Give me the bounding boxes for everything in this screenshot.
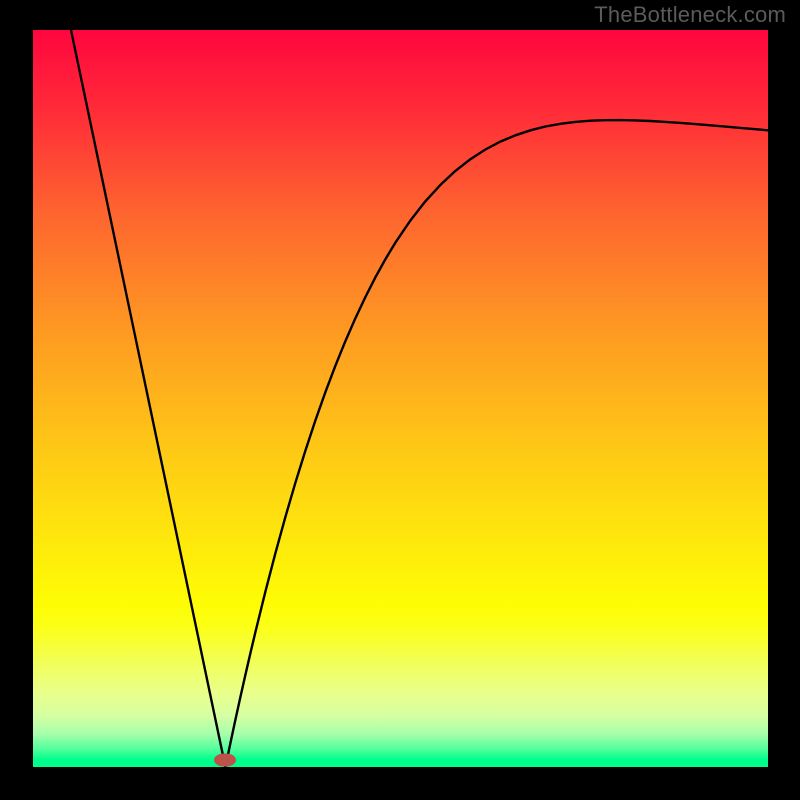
curve-layer xyxy=(33,30,768,767)
plot-area xyxy=(33,30,768,767)
watermark-text: TheBottleneck.com xyxy=(594,2,786,28)
chart-container: TheBottleneck.com xyxy=(0,0,800,800)
bottleneck-curve xyxy=(71,30,768,767)
minimum-marker xyxy=(214,754,236,767)
